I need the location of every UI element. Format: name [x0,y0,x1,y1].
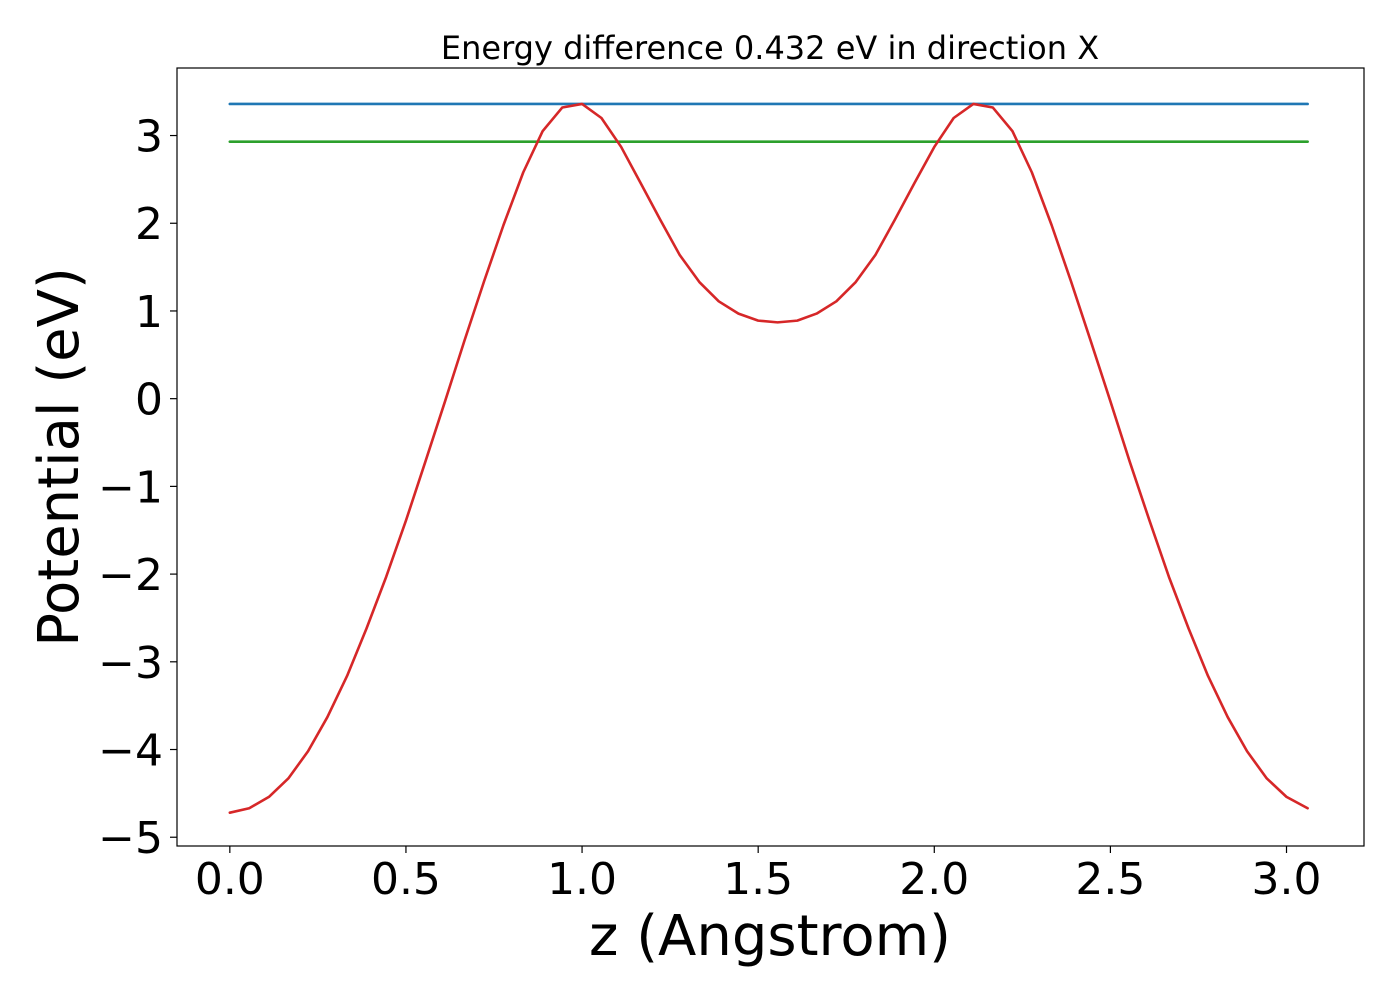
y-tick-label: 3 [135,112,163,163]
x-tick-label: 0.0 [195,854,265,905]
x-tick-label: 2.5 [1075,854,1145,905]
y-tick-label: −3 [98,638,163,689]
series-line-2 [228,102,1309,814]
x-tick-label: 3.0 [1252,854,1322,905]
x-axis-label: z (Angstrom) [589,904,951,969]
x-tick-label: 2.0 [899,854,969,905]
y-tick-label: −5 [98,813,163,864]
y-axis-label: Potential (eV) [27,267,92,647]
chart-title: Energy difference 0.432 eV in direction … [441,29,1099,67]
y-tick-label: 0 [135,375,163,426]
series-layer [228,102,1309,814]
y-tick-label: −4 [98,726,163,777]
y-tick-label: −2 [98,550,163,601]
x-tick-label: 0.5 [371,854,441,905]
y-tick-label: 1 [135,287,163,338]
x-tick-label: 1.5 [723,854,793,905]
x-axis: 0.0 0.5 1.0 1.5 2.0 2.5 3.0 [195,846,1322,905]
y-tick-label: 2 [135,199,163,250]
y-tick-label: −1 [98,462,163,513]
plot-frame [176,67,1365,847]
y-axis: −5 −4 −3 −2 −1 0 1 2 3 [98,112,177,864]
x-tick-label: 1.0 [547,854,617,905]
